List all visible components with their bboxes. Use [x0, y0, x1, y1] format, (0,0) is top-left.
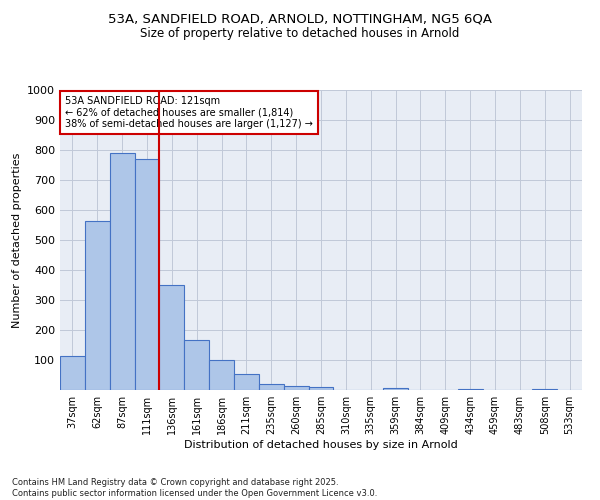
Text: 53A SANDFIELD ROAD: 121sqm
← 62% of detached houses are smaller (1,814)
38% of s: 53A SANDFIELD ROAD: 121sqm ← 62% of deta…: [65, 96, 313, 129]
Bar: [284, 386, 308, 390]
Bar: [383, 388, 408, 390]
Bar: [184, 340, 209, 390]
Bar: [259, 384, 284, 390]
Text: Contains HM Land Registry data © Crown copyright and database right 2025.
Contai: Contains HM Land Registry data © Crown c…: [12, 478, 377, 498]
X-axis label: Distribution of detached houses by size in Arnold: Distribution of detached houses by size …: [184, 440, 458, 450]
Bar: [458, 388, 482, 390]
Bar: [110, 153, 134, 390]
Text: Size of property relative to detached houses in Arnold: Size of property relative to detached ho…: [140, 28, 460, 40]
Y-axis label: Number of detached properties: Number of detached properties: [11, 152, 22, 328]
Bar: [134, 159, 160, 390]
Bar: [532, 388, 557, 390]
Bar: [85, 220, 110, 390]
Bar: [60, 356, 85, 390]
Bar: [308, 387, 334, 390]
Bar: [209, 360, 234, 390]
Bar: [234, 374, 259, 390]
Bar: [160, 285, 184, 390]
Text: 53A, SANDFIELD ROAD, ARNOLD, NOTTINGHAM, NG5 6QA: 53A, SANDFIELD ROAD, ARNOLD, NOTTINGHAM,…: [108, 12, 492, 26]
